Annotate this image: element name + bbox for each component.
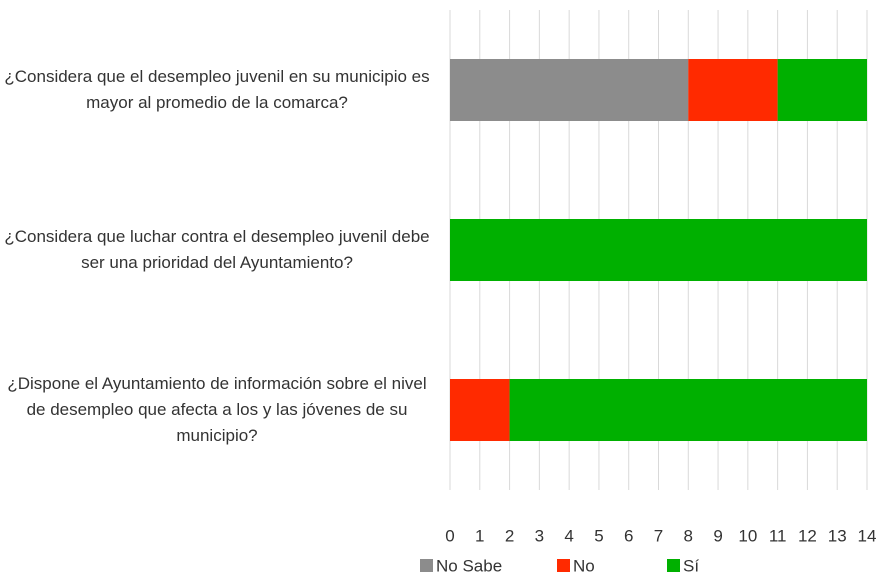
x-tick-label: 9 [713, 526, 722, 545]
x-tick-label: 13 [828, 526, 847, 545]
x-tick-label: 8 [684, 526, 693, 545]
x-tick-label: 14 [858, 526, 877, 545]
legend-label: No Sabe [436, 556, 502, 575]
bar-segment [450, 379, 510, 441]
bar-segment [450, 219, 867, 281]
category-label: ¿Considera que el desempleo juvenil en s… [4, 67, 430, 112]
x-tick-label: 10 [738, 526, 757, 545]
legend-label: Sí [683, 556, 699, 575]
legend-label: No [573, 556, 595, 575]
x-tick-label: 6 [624, 526, 633, 545]
legend-swatch [420, 559, 433, 572]
x-tick-label: 5 [594, 526, 603, 545]
bar-segment [450, 59, 689, 121]
x-tick-label: 2 [505, 526, 514, 545]
category-label: ¿Dispone el Ayuntamiento de información … [7, 374, 427, 445]
x-tick-label: 12 [798, 526, 817, 545]
x-tick-label: 4 [564, 526, 573, 545]
legend-swatch [667, 559, 680, 572]
x-tick-label: 1 [475, 526, 484, 545]
legend-swatch [557, 559, 570, 572]
bar-segment [688, 59, 778, 121]
bar-segment [509, 379, 867, 441]
x-tick-label: 11 [769, 526, 787, 545]
x-tick-label: 7 [654, 526, 663, 545]
bar-segment [777, 59, 867, 121]
x-tick-label: 3 [535, 526, 544, 545]
x-tick-label: 0 [445, 526, 454, 545]
category-label: ¿Considera que luchar contra el desemple… [4, 227, 430, 272]
